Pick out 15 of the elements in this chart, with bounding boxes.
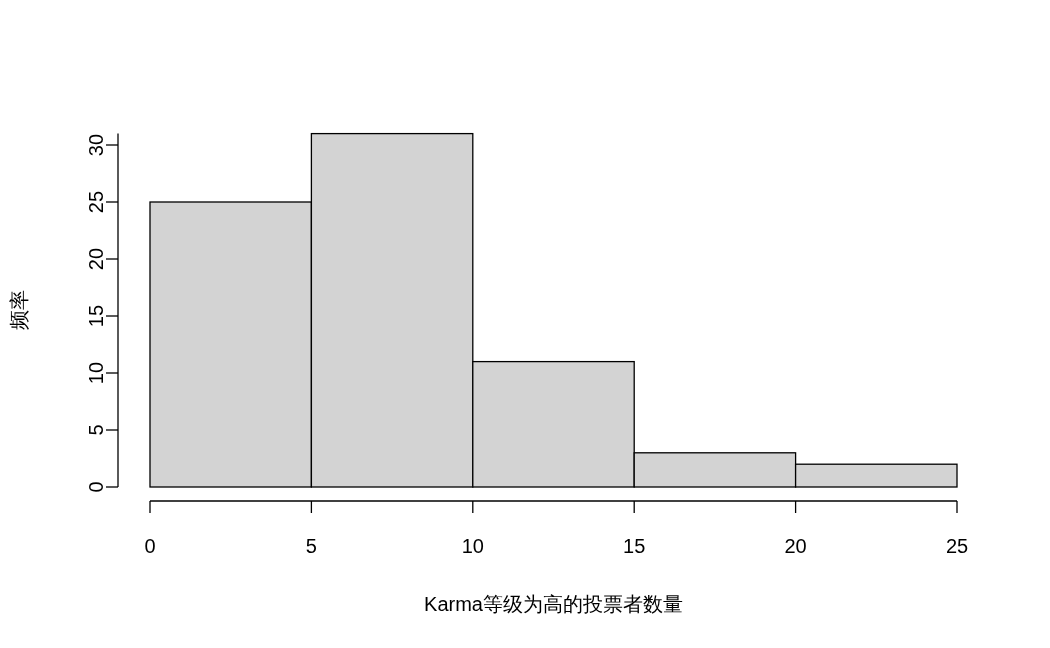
x-axis-title: Karma等级为高的投票者数量	[424, 593, 683, 615]
x-tick-label: 20	[784, 535, 807, 557]
y-tick-label: 15	[85, 304, 107, 328]
y-tick-label: 10	[85, 361, 107, 385]
x-tick-label: 15	[623, 535, 646, 557]
x-tick-label: 25	[945, 535, 969, 557]
y-tick-label: 30	[85, 133, 107, 157]
y-axis-title: 频率	[8, 290, 30, 331]
y-tick-label: 0	[85, 481, 107, 493]
x-tick-label: 0	[144, 535, 156, 557]
y-tick-label: 25	[85, 190, 107, 214]
y-tick-label: 20	[85, 247, 107, 271]
y-tick-label: 5	[85, 424, 107, 436]
x-tick-label: 10	[461, 535, 484, 557]
x-tick-label: 5	[305, 535, 317, 557]
